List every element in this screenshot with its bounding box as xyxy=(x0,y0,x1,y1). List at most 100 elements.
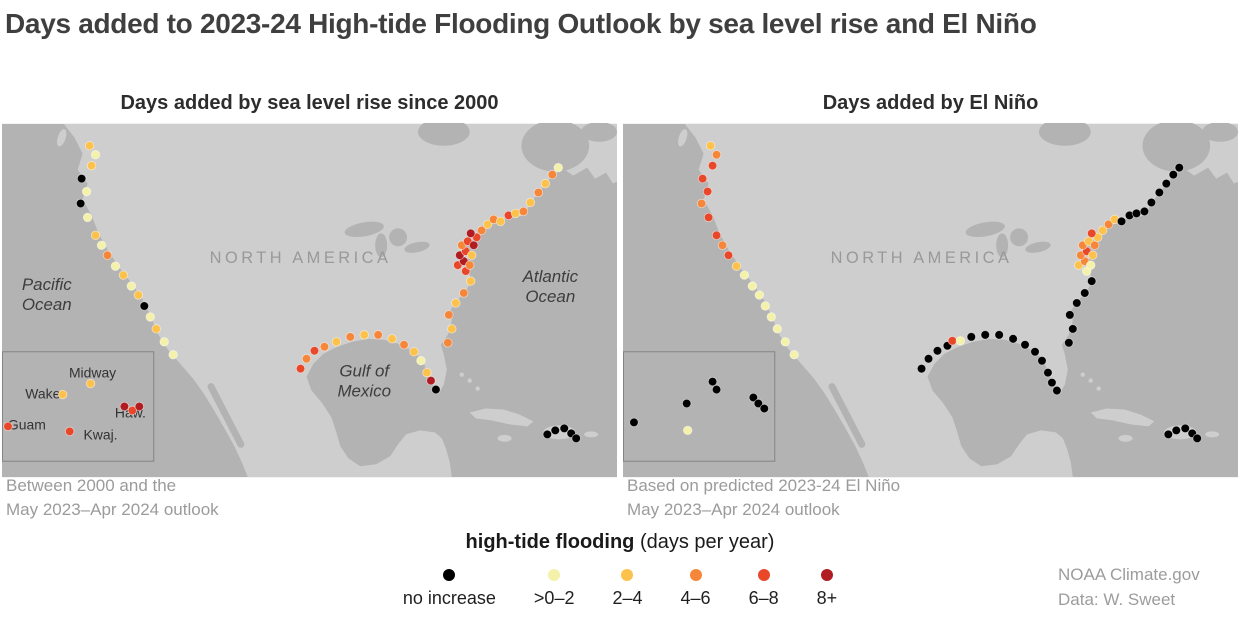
station-dot xyxy=(1088,250,1098,260)
station-dot xyxy=(159,337,169,347)
station-dot xyxy=(90,150,101,160)
legend-item-4: 6–8 xyxy=(749,569,779,609)
station-dot xyxy=(518,206,529,217)
legend-dot-icon xyxy=(757,569,770,581)
caption-line: May 2023–Apr 2024 outlook xyxy=(6,500,219,519)
station-dot xyxy=(1086,260,1096,270)
north-america-basemap xyxy=(623,123,1238,477)
station-dot xyxy=(76,173,87,184)
station-dot xyxy=(1008,334,1018,344)
station-dot xyxy=(1090,240,1100,250)
station-dot xyxy=(168,350,178,360)
right-map-title: Days added by El Niño xyxy=(822,92,1039,114)
north-america-label: NORTH AMERICA xyxy=(210,249,392,267)
station-dot xyxy=(84,141,95,151)
station-dot xyxy=(760,301,770,311)
station-dot xyxy=(426,375,436,386)
station-dot xyxy=(85,378,96,389)
legend-dot-icon xyxy=(548,569,561,581)
station-dot xyxy=(542,429,553,440)
station-dot xyxy=(1161,178,1172,189)
station-dot xyxy=(553,162,563,173)
station-dot xyxy=(1087,228,1097,239)
station-dot xyxy=(1131,208,1142,219)
station-dot xyxy=(467,250,477,260)
legend-item-0: no increase xyxy=(403,569,496,609)
map-el-nino: NORTH AMERICA xyxy=(623,123,1238,478)
station-dot xyxy=(443,338,453,348)
station-dot xyxy=(932,346,943,356)
station-dot xyxy=(447,324,457,334)
legend-item-1: >0–2 xyxy=(534,569,574,609)
station-dot xyxy=(86,160,97,171)
atlantic-ocean-label: Ocean xyxy=(525,287,575,306)
station-dot xyxy=(373,330,383,340)
station-dot xyxy=(3,421,13,432)
station-dot xyxy=(1037,356,1047,366)
legend-item-2: 2–4 xyxy=(612,569,643,609)
station-dot xyxy=(550,425,560,436)
station-dot xyxy=(459,288,469,298)
station-dot xyxy=(947,336,958,346)
station-dot xyxy=(1103,219,1114,230)
station-dot xyxy=(64,426,75,437)
station-dot xyxy=(1180,423,1190,434)
station-dot xyxy=(1116,216,1127,227)
station-dot xyxy=(753,398,764,409)
station-dot xyxy=(1030,347,1040,357)
kwajalein-label: Kwaj. xyxy=(83,426,117,442)
station-dot xyxy=(723,250,734,260)
guam-label: Guam xyxy=(8,416,46,432)
station-dot xyxy=(1068,324,1078,334)
station-dot xyxy=(510,208,521,219)
legend-label: 4–6 xyxy=(680,588,711,608)
station-dots-el-nino xyxy=(629,141,1202,444)
credit: NOAA Climate.gov Data: W. Sweet xyxy=(1058,562,1200,612)
station-dot xyxy=(331,337,342,347)
station-dot xyxy=(525,197,536,208)
station-dot xyxy=(717,240,728,250)
station-dot xyxy=(923,354,934,364)
map-sea-level-rise: NORTH AMERICA Pacific Ocean Atlantic Oce… xyxy=(2,123,617,478)
station-dot xyxy=(75,198,86,209)
station-dot xyxy=(533,187,544,198)
station-dot xyxy=(731,261,742,271)
station-dot xyxy=(465,260,475,270)
caption-line: May 2023–Apr 2024 outlook xyxy=(627,500,840,519)
station-dot xyxy=(1087,276,1097,286)
station-dot xyxy=(683,425,693,436)
station-dot xyxy=(466,228,476,239)
station-dot xyxy=(1043,367,1053,378)
station-dot xyxy=(1168,169,1178,180)
station-dot xyxy=(682,398,692,409)
station-dot xyxy=(1072,298,1082,308)
midway-label: Midway xyxy=(69,365,116,381)
left-map-caption: Between 2000 and the May 2023–Apr 2024 o… xyxy=(6,474,219,522)
station-dot xyxy=(739,270,750,280)
station-dot xyxy=(495,216,506,227)
station-dot xyxy=(96,240,107,250)
station-dot xyxy=(697,173,708,184)
station-dot xyxy=(110,261,121,271)
station-dot xyxy=(1139,206,1150,217)
station-dot xyxy=(1174,162,1184,173)
station-dot xyxy=(319,342,330,352)
caption-line: Between 2000 and the xyxy=(6,476,177,495)
legend-title: high-tide flooding (days per year) xyxy=(0,531,1240,554)
legend-title-rest: (days per year) xyxy=(634,531,775,553)
station-dot xyxy=(711,150,722,160)
station-dot xyxy=(629,417,639,428)
station-dot xyxy=(444,310,454,320)
legend-item-5: 8+ xyxy=(817,569,837,609)
atlantic-ocean-label: Atlantic xyxy=(522,267,579,286)
station-dot xyxy=(118,270,129,280)
station-dot xyxy=(58,389,68,400)
station-dot xyxy=(711,230,722,240)
pacific-ocean-label: Pacific xyxy=(22,275,72,294)
station-dot xyxy=(707,376,718,387)
station-dot xyxy=(416,356,426,366)
station-dot xyxy=(702,186,713,197)
station-dot xyxy=(1146,197,1157,208)
station-dot xyxy=(1020,340,1030,350)
legend-dot-icon xyxy=(621,569,634,581)
